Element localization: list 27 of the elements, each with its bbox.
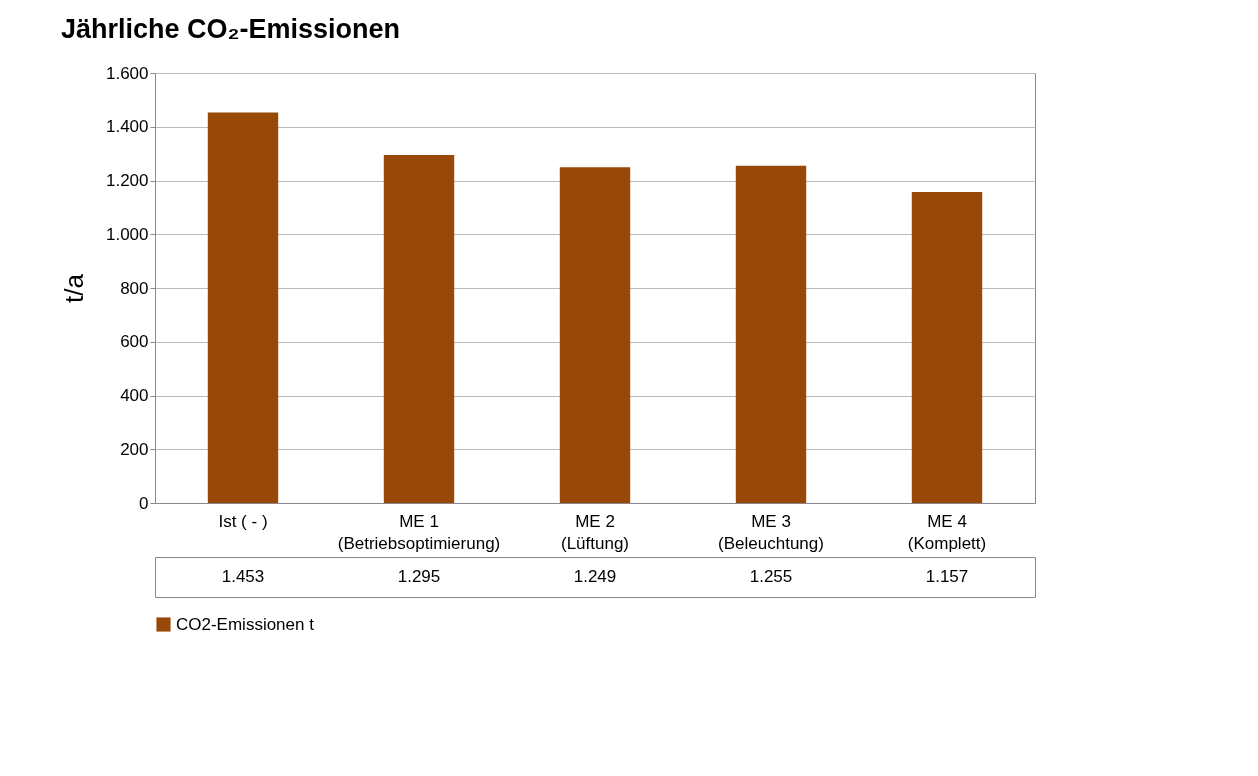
x-tick-label: ME 4 (Komplett) — [907, 511, 987, 553]
bar — [911, 192, 983, 503]
y-axis-title: t/a — [58, 273, 89, 303]
y-tick-label: 800 — [120, 278, 149, 298]
y-tick-label: 600 — [120, 332, 149, 352]
chart-title: Jährliche CO₂-Emissionen — [60, 13, 401, 44]
data-label: 1.255 — [749, 567, 793, 586]
y-tick-label: 400 — [120, 386, 149, 405]
x-tick-label: ME 2 (Lüftung) — [560, 511, 630, 553]
y-tick-label: 1.000 — [105, 224, 149, 244]
x-tick-label: ME 3 (Beleuchtung) — [718, 511, 824, 553]
data-label: 1.249 — [573, 567, 617, 586]
bar — [207, 112, 279, 503]
legend-label: CO2-Emissionen t — [176, 614, 315, 634]
data-label: 1.157 — [925, 567, 969, 586]
y-tick-label: 1.600 — [105, 63, 149, 83]
y-tick-label: 0 — [139, 493, 149, 513]
x-tick-label: ME 1 (Betriebsoptimierung) — [337, 511, 501, 553]
y-tick-label: 1.400 — [105, 117, 149, 137]
y-tick-label: 1.200 — [105, 171, 149, 190]
x-tick-label: Ist ( - ) — [218, 511, 268, 531]
bar — [383, 154, 455, 503]
data-label: 1.453 — [221, 567, 265, 586]
bar — [559, 167, 631, 503]
y-tick-label: 200 — [120, 439, 149, 459]
bar — [735, 165, 807, 503]
data-label: 1.295 — [397, 567, 441, 586]
